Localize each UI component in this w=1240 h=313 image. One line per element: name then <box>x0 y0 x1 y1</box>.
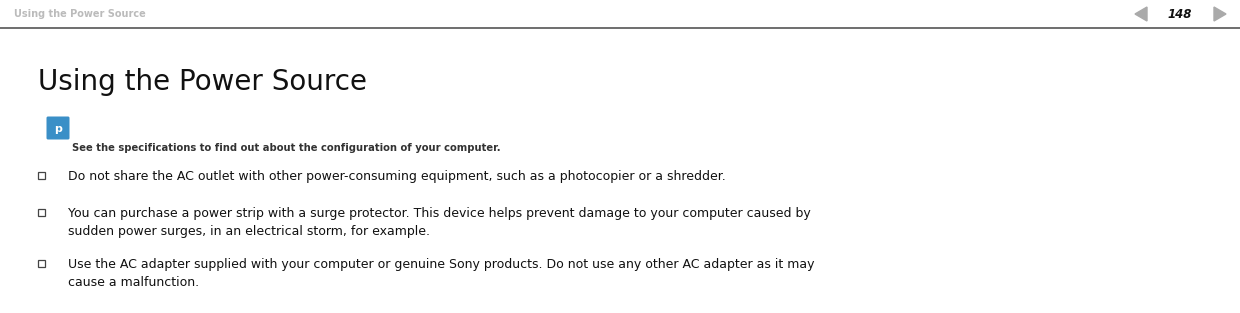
Text: Using the Power Source: Using the Power Source <box>14 9 146 19</box>
Text: p: p <box>55 124 62 134</box>
FancyBboxPatch shape <box>47 116 69 140</box>
Text: You can purchase a power strip with a surge protector. This device helps prevent: You can purchase a power strip with a su… <box>68 207 811 238</box>
Text: Use the AC adapter supplied with your computer or genuine Sony products. Do not : Use the AC adapter supplied with your co… <box>68 258 815 289</box>
Text: Using the Power Source: Using the Power Source <box>38 68 367 96</box>
Text: Do not share the AC outlet with other power-consuming equipment, such as a photo: Do not share the AC outlet with other po… <box>68 170 725 183</box>
Polygon shape <box>1135 7 1147 21</box>
Polygon shape <box>1214 7 1226 21</box>
Text: 148: 148 <box>1168 8 1192 20</box>
Text: See the specifications to find out about the configuration of your computer.: See the specifications to find out about… <box>72 143 501 153</box>
